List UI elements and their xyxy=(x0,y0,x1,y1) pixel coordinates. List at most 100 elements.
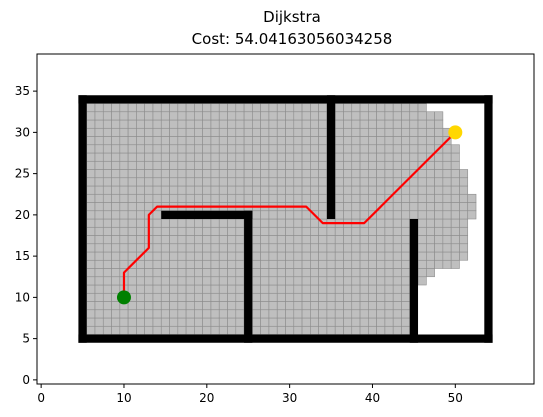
visited-cell xyxy=(434,243,444,253)
visited-cell xyxy=(86,202,96,212)
visited-cell xyxy=(260,309,270,319)
visited-cell xyxy=(426,218,435,228)
visited-cell xyxy=(177,243,187,253)
visited-cell xyxy=(285,284,295,294)
visited-cell xyxy=(194,136,203,146)
visited-cell xyxy=(144,317,154,327)
visited-cell xyxy=(127,276,137,286)
visited-cell xyxy=(334,243,344,253)
visited-cell xyxy=(227,301,237,311)
visited-cell xyxy=(318,251,328,261)
visited-cell xyxy=(301,243,311,253)
visited-cell xyxy=(152,210,162,220)
visited-cell xyxy=(318,243,328,253)
visited-cell xyxy=(326,251,336,261)
visited-cell xyxy=(144,292,154,302)
visited-cell xyxy=(235,144,245,154)
visited-cell xyxy=(235,317,245,327)
visited-cell xyxy=(144,325,154,335)
visited-cell xyxy=(450,251,460,261)
visited-cell xyxy=(384,309,394,319)
visited-cell xyxy=(376,292,386,302)
visited-cell xyxy=(334,103,344,113)
visited-cell xyxy=(235,259,245,269)
visited-cell xyxy=(351,268,361,278)
visited-cell xyxy=(285,103,295,113)
visited-cell xyxy=(293,111,303,121)
visited-cell xyxy=(119,202,129,212)
visited-cell xyxy=(218,325,228,335)
visited-cell xyxy=(343,292,353,302)
visited-cell xyxy=(136,259,145,269)
visited-cell xyxy=(86,325,96,335)
visited-cell xyxy=(194,235,203,245)
visited-cell xyxy=(202,243,212,253)
visited-cell xyxy=(194,301,203,311)
visited-cell xyxy=(218,127,228,137)
visited-cell xyxy=(160,111,170,121)
visited-cell xyxy=(235,268,245,278)
visited-cell xyxy=(401,218,411,228)
visited-cell xyxy=(293,309,303,319)
visited-cell xyxy=(268,226,278,236)
visited-cell xyxy=(301,325,311,335)
visited-cell xyxy=(359,226,369,236)
visited-cell xyxy=(227,243,237,253)
y-tick-label: 30 xyxy=(15,125,30,139)
visited-cell xyxy=(318,202,328,212)
visited-cell xyxy=(401,251,411,261)
visited-cell xyxy=(434,210,444,220)
visited-cell xyxy=(194,284,203,294)
visited-cell xyxy=(210,193,220,203)
visited-cell xyxy=(136,309,145,319)
visited-cell xyxy=(276,259,286,269)
visited-cell xyxy=(218,284,228,294)
visited-cell xyxy=(252,103,261,113)
visited-cell xyxy=(401,185,411,195)
visited-cell xyxy=(144,152,154,162)
visited-cell xyxy=(268,218,278,228)
visited-cell xyxy=(310,317,319,327)
visited-cell xyxy=(202,160,212,170)
visited-cell xyxy=(111,127,121,137)
visited-cell xyxy=(218,177,228,187)
visited-cell xyxy=(442,152,452,162)
visited-cell xyxy=(334,309,344,319)
visited-cell xyxy=(310,160,319,170)
visited-cell xyxy=(293,210,303,220)
visited-cell xyxy=(384,152,394,162)
visited-cell xyxy=(384,127,394,137)
visited-cell xyxy=(384,103,394,113)
visited-cell xyxy=(351,152,361,162)
visited-cell xyxy=(102,235,112,245)
visited-cell xyxy=(268,185,278,195)
visited-cell xyxy=(434,119,444,129)
visited-cell xyxy=(202,301,212,311)
visited-cell xyxy=(260,169,270,179)
visited-cell xyxy=(144,119,154,129)
visited-cell xyxy=(160,325,170,335)
visited-cell xyxy=(368,169,377,179)
visited-cell xyxy=(326,284,336,294)
visited-cell xyxy=(310,103,319,113)
visited-cell xyxy=(409,202,419,212)
visited-cell xyxy=(227,317,237,327)
visited-cell xyxy=(318,235,328,245)
visited-cell xyxy=(409,136,419,146)
visited-cell xyxy=(202,218,212,228)
visited-cell xyxy=(276,317,286,327)
visited-cell xyxy=(426,243,435,253)
visited-cell xyxy=(318,210,328,220)
visited-cell xyxy=(376,226,386,236)
visited-cell xyxy=(434,193,444,203)
visited-cell xyxy=(426,111,435,121)
visited-cell xyxy=(177,284,187,294)
visited-cell xyxy=(276,127,286,137)
visited-cell xyxy=(102,301,112,311)
plot-area xyxy=(78,95,493,343)
visited-cell xyxy=(160,136,170,146)
visited-cell xyxy=(293,325,303,335)
visited-cell xyxy=(351,103,361,113)
visited-cell xyxy=(434,259,444,269)
visited-cell xyxy=(127,111,137,121)
